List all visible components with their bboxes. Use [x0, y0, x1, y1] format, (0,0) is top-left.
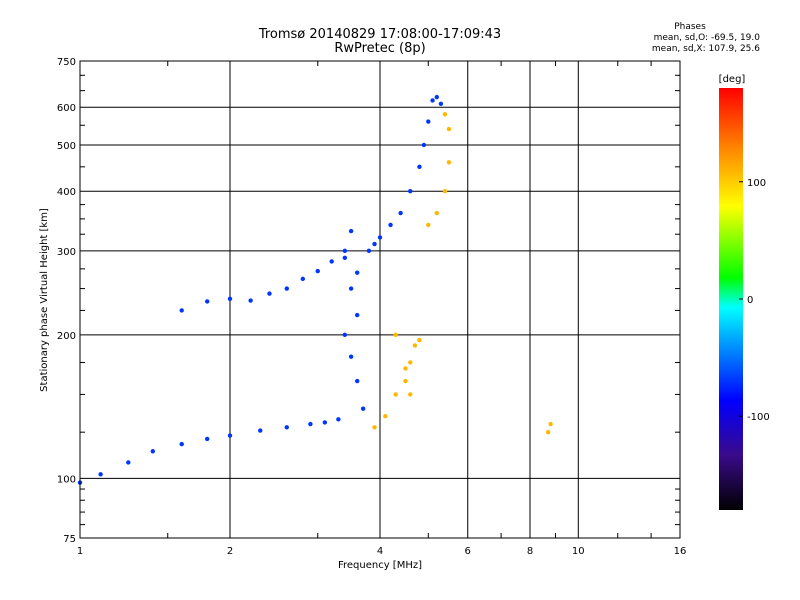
data-point-x: [545, 429, 551, 435]
data-point-o: [227, 296, 233, 301]
x-tick-label: 16: [674, 546, 687, 557]
colorbar-label: [deg]: [719, 74, 746, 85]
data-point-x: [548, 421, 553, 427]
data-point-x: [442, 112, 448, 117]
chart-title-block: Tromsø 20140829 17:08:00-17:09:43 RwPret…: [180, 28, 580, 56]
data-point-x: [426, 222, 431, 228]
x-tick-label: 8: [527, 546, 533, 557]
y-tick-label: 400: [57, 187, 76, 198]
y-tick-label: 750: [57, 57, 76, 68]
colorbar-tick-label: 0: [747, 295, 753, 306]
plot-frame: [79, 60, 681, 539]
y-tick-label: 200: [57, 331, 76, 342]
data-point-o: [336, 417, 341, 422]
data-point-o: [377, 235, 383, 240]
x-tick-label: 2: [227, 546, 233, 557]
x-tick-label: 6: [465, 546, 471, 557]
y-tick-label: 300: [57, 247, 76, 258]
data-point-o: [204, 299, 210, 304]
data-point-o: [354, 270, 360, 275]
data-point-o: [315, 268, 320, 274]
data-point-x: [442, 189, 448, 194]
data-point-o: [434, 94, 439, 100]
data-point-o: [388, 222, 393, 228]
data-point-o: [258, 428, 263, 433]
data-point-o: [98, 472, 103, 477]
data-point-o: [372, 241, 377, 247]
data-point-x: [446, 160, 452, 165]
data-point-o: [322, 420, 328, 425]
data-point-o: [398, 210, 403, 216]
data-point-o: [421, 142, 427, 148]
data-point-o: [308, 421, 313, 427]
data-point-o: [126, 460, 131, 465]
data-point-x: [412, 343, 418, 348]
y-tick-label: 500: [57, 141, 76, 152]
colorbar-tick-label: -100: [747, 412, 770, 423]
chart-title: Tromsø 20140829 17:08:00-17:09:43: [258, 27, 502, 42]
data-point-o: [348, 354, 354, 359]
data-point-x: [372, 425, 377, 430]
data-point-o: [426, 119, 431, 124]
data-point-o: [300, 276, 306, 282]
x-tick-label: 1: [77, 546, 83, 557]
data-point-x: [383, 414, 388, 419]
data-point-o: [248, 298, 253, 303]
data-point-o: [329, 259, 334, 264]
data-point-o: [438, 101, 444, 107]
phases-annotation: Phases mean, sd,O: -69.5, 19.0 mean, sd,…: [560, 22, 760, 55]
data-point-o: [342, 248, 348, 254]
data-point-x: [393, 392, 398, 397]
data-point-o: [354, 312, 360, 318]
y-tick-label: 75: [63, 534, 76, 545]
colorbar-tick-label: 100: [747, 178, 766, 189]
data-point-x: [434, 210, 439, 216]
x-tick-label: 10: [572, 546, 585, 557]
data-point-o: [284, 286, 289, 291]
data-point-o: [348, 286, 354, 291]
data-point-o: [348, 228, 354, 234]
data-point-o: [360, 406, 366, 411]
x-tick-label: 4: [377, 546, 383, 557]
data-point-x: [403, 378, 408, 384]
data-point-x: [408, 392, 413, 397]
data-point-o: [342, 255, 348, 261]
data-point-x: [403, 366, 408, 371]
data-point-o: [179, 441, 184, 447]
y-axis-label: Stationary phase Virtual Height [km]: [39, 208, 50, 392]
data-point-o: [430, 98, 435, 103]
phases-title: Phases: [674, 22, 706, 32]
data-point-o: [227, 433, 233, 438]
data-point-o: [284, 425, 289, 430]
data-point-o: [204, 436, 210, 442]
data-point-o: [354, 378, 360, 384]
data-point-o: [267, 291, 272, 296]
chart-subtitle: RwPretec (8p): [334, 41, 426, 56]
y-tick-label: 100: [57, 474, 76, 485]
data-point-x: [408, 360, 413, 365]
data-point-o: [417, 164, 422, 170]
data-point-x: [446, 126, 452, 132]
data-point-o: [408, 189, 413, 194]
data-point-o: [179, 308, 184, 313]
phases-line-o: mean, sd,O: -69.5, 19.0: [653, 33, 760, 43]
x-axis-label: Frequency [MHz]: [338, 560, 422, 571]
data-point-o: [150, 449, 156, 454]
data-point-o: [366, 248, 372, 254]
data-point-o: [342, 332, 348, 338]
phases-line-x: mean, sd,X: 107.9, 25.6: [651, 44, 760, 54]
y-tick-label: 600: [57, 103, 76, 114]
data-point-x: [417, 337, 422, 343]
data-point-x: [393, 332, 398, 338]
